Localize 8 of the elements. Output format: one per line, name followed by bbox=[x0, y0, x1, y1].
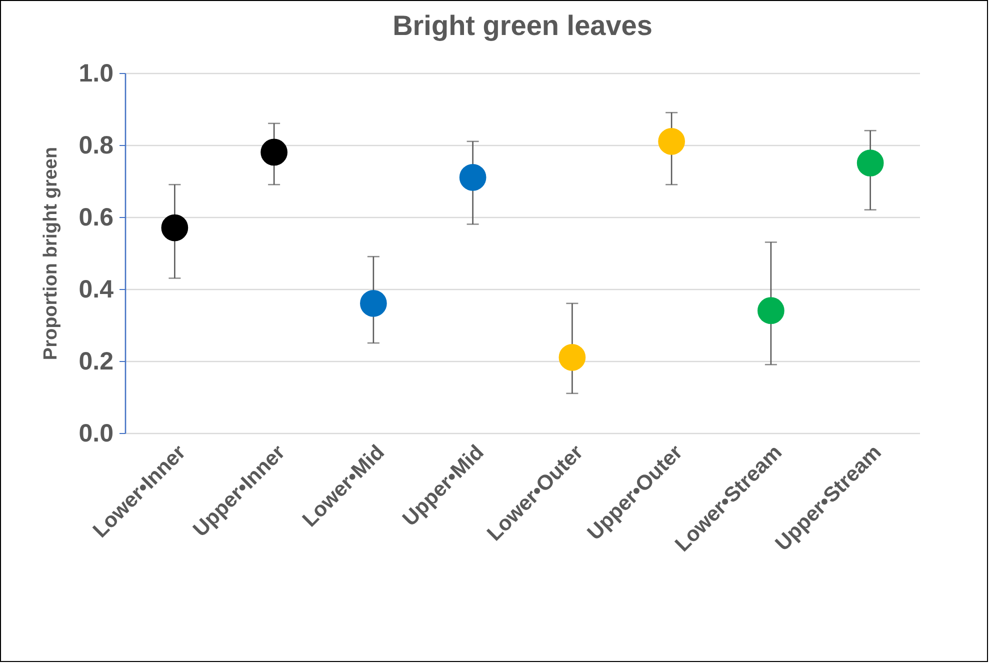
y-tick-label: 0.8 bbox=[78, 132, 114, 160]
y-tick-label: 0.4 bbox=[78, 276, 114, 304]
y-tick-label: 0.0 bbox=[78, 420, 114, 448]
chart-title: Bright green leaves bbox=[392, 10, 652, 41]
y-tick-label: 1.0 bbox=[78, 60, 114, 88]
y-tick-label: 0.2 bbox=[78, 348, 114, 376]
y-axis-title: Proportion bright green bbox=[40, 146, 62, 360]
y-tick-label: 0.6 bbox=[78, 204, 114, 232]
